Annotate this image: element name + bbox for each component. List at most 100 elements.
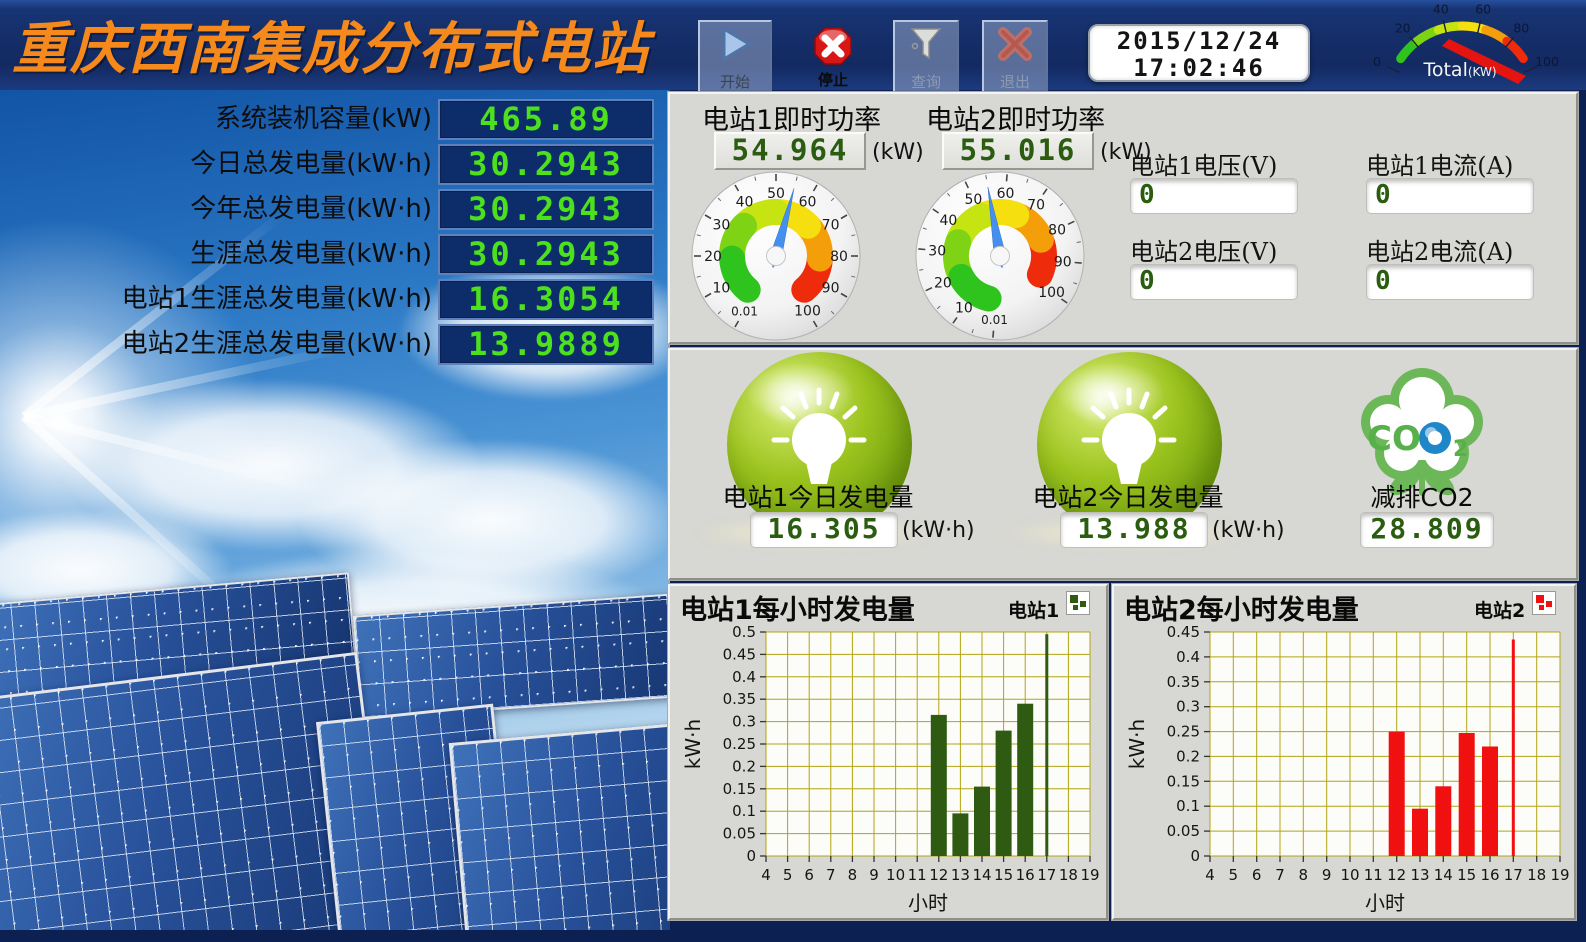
- svg-text:0: 0: [1373, 54, 1381, 69]
- svg-text:6: 6: [804, 866, 814, 884]
- station1-voltage-label: 电站1电压(V): [1130, 152, 1278, 180]
- svg-text:19: 19: [1550, 866, 1569, 884]
- stat-label: 生涯总发电量(kW·h): [190, 239, 432, 269]
- chart1-legend-icon: [1066, 591, 1090, 619]
- svg-text:5: 5: [783, 866, 793, 884]
- chart1-title: 电站1每小时发电量: [680, 595, 915, 626]
- svg-text:40: 40: [736, 194, 754, 210]
- stop-button-label: 停止: [817, 71, 848, 89]
- co2-tree-icon: CO 2: [1347, 360, 1497, 512]
- svg-text:16: 16: [1480, 866, 1499, 884]
- svg-text:30: 30: [712, 218, 730, 234]
- svg-text:9: 9: [869, 866, 879, 884]
- total-gauge: 0 20 40 60 80 100 Total(KW): [1342, 2, 1582, 88]
- station1-hourly-chart-panel: 电站1每小时发电量 电站1 0 0.05 0.1 0.15 0.2 0.25 0.3 0.35…: [668, 584, 1108, 920]
- svg-text:80: 80: [1513, 20, 1529, 35]
- svg-text:17: 17: [1037, 866, 1056, 884]
- station2-daily-unit: (kW·h): [1212, 518, 1285, 543]
- svg-text:0: 0: [1190, 847, 1200, 865]
- svg-text:4: 4: [1205, 866, 1215, 884]
- station1-current-label: 电站1电流(A): [1366, 152, 1514, 180]
- stop-button[interactable]: 停止: [800, 22, 866, 92]
- svg-text:15: 15: [1457, 866, 1476, 884]
- exit-button[interactable]: 退出: [982, 20, 1048, 96]
- sky-photo-background: 系统装机容量(kW) 465.89 今日总发电量(kW·h) 30.2943 今…: [0, 90, 670, 930]
- svg-text:8: 8: [848, 866, 858, 884]
- svg-text:0.25: 0.25: [1167, 723, 1200, 741]
- svg-text:20: 20: [934, 276, 952, 292]
- svg-text:19: 19: [1080, 866, 1099, 884]
- svg-text:0.45: 0.45: [723, 645, 756, 663]
- svg-text:10: 10: [712, 281, 730, 297]
- stat-label: 电站2生涯总发电量(kW·h): [121, 329, 432, 359]
- svg-text:50: 50: [964, 192, 982, 208]
- svg-text:12: 12: [929, 866, 948, 884]
- svg-text:14: 14: [972, 866, 991, 884]
- clock-date: 2015/12/24: [1116, 27, 1282, 55]
- station1-daily-lcd: 16.305: [750, 512, 898, 548]
- svg-text:4: 4: [761, 866, 771, 884]
- svg-text:5: 5: [1229, 866, 1239, 884]
- svg-text:0.45: 0.45: [1167, 623, 1200, 641]
- station1-voltage-lcd: 0: [1130, 178, 1298, 214]
- station1-current-lcd: 0: [1366, 178, 1534, 214]
- svg-text:0: 0: [746, 847, 756, 865]
- stat-label: 今日总发电量(kW·h): [190, 149, 432, 179]
- stat-value-lcd: 13.9889: [438, 324, 654, 365]
- svg-text:13: 13: [951, 866, 970, 884]
- svg-text:0.5: 0.5: [732, 623, 756, 641]
- svg-text:90: 90: [1054, 255, 1072, 271]
- co2-label: 减排CO2: [1370, 483, 1474, 512]
- play-icon: [722, 26, 752, 62]
- start-button[interactable]: 开始: [698, 20, 772, 96]
- svg-text:10: 10: [955, 301, 973, 317]
- svg-text:100: 100: [794, 304, 821, 320]
- stat-row: 系统装机容量(kW) 465.89: [0, 99, 660, 140]
- station2-power-gauge: 0.01 10 20 30 40 50 60 70 80 90 100: [914, 170, 1086, 342]
- station2-hourly-chart-panel: 电站2每小时发电量 电站2 0 0.05 0.1 0.15 0.2 0.25 0.3 0.35…: [1112, 584, 1576, 920]
- query-button[interactable]: 查询: [893, 20, 959, 96]
- station2-power-title: 电站2即时功率: [926, 105, 1106, 136]
- svg-text:0.3: 0.3: [1176, 698, 1200, 716]
- svg-text:16: 16: [1016, 866, 1035, 884]
- svg-text:60: 60: [1475, 4, 1491, 17]
- start-button-label: 开始: [719, 73, 750, 91]
- svg-text:10: 10: [886, 866, 905, 884]
- exit-button-label: 退出: [999, 73, 1030, 91]
- svg-text:14: 14: [1434, 866, 1453, 884]
- solar-panel: [448, 722, 670, 930]
- svg-text:kW·h: kW·h: [681, 719, 705, 769]
- station2-power-lcd: 55.016: [942, 132, 1094, 170]
- svg-text:90: 90: [822, 281, 840, 297]
- svg-text:80: 80: [830, 249, 848, 265]
- clock-time: 17:02:46: [1133, 54, 1265, 82]
- station1-power-unit: (kW): [872, 140, 924, 165]
- station2-current-lcd: 0: [1366, 264, 1534, 300]
- svg-text:13: 13: [1410, 866, 1429, 884]
- stop-icon: [814, 27, 852, 65]
- svg-text:7: 7: [1275, 866, 1285, 884]
- solar-panel-back-row: [352, 592, 670, 720]
- svg-text:12: 12: [1387, 866, 1406, 884]
- svg-text:50: 50: [767, 186, 785, 202]
- station1-daily-unit: (kW·h): [902, 518, 975, 543]
- svg-text:0.35: 0.35: [723, 690, 756, 708]
- stat-value-lcd: 16.3054: [438, 279, 654, 320]
- svg-text:0.2: 0.2: [732, 757, 756, 775]
- svg-text:0.2: 0.2: [1176, 747, 1200, 765]
- svg-text:0.05: 0.05: [1167, 822, 1200, 840]
- svg-text:kW·h: kW·h: [1125, 719, 1149, 769]
- station2-daily-label: 电站2今日发电量: [1032, 483, 1224, 512]
- chart2-legend-label: 电站2: [1474, 600, 1526, 622]
- station2-voltage-label: 电站2电压(V): [1130, 238, 1278, 266]
- stat-label: 今年总发电量(kW·h): [190, 194, 432, 224]
- svg-text:0.25: 0.25: [723, 735, 756, 753]
- query-button-label: 查询: [910, 73, 941, 91]
- svg-text:80: 80: [1048, 222, 1066, 238]
- stat-row: 电站2生涯总发电量(kW·h) 13.9889: [0, 324, 660, 365]
- station2-current-label: 电站2电流(A): [1366, 238, 1514, 266]
- bulb2-sphere: [1037, 352, 1222, 537]
- instant-power-panel: 电站1即时功率 54.964 (kW) 0.01 10 20 30 40 50 60 70 80…: [668, 92, 1578, 344]
- svg-text:18: 18: [1527, 866, 1546, 884]
